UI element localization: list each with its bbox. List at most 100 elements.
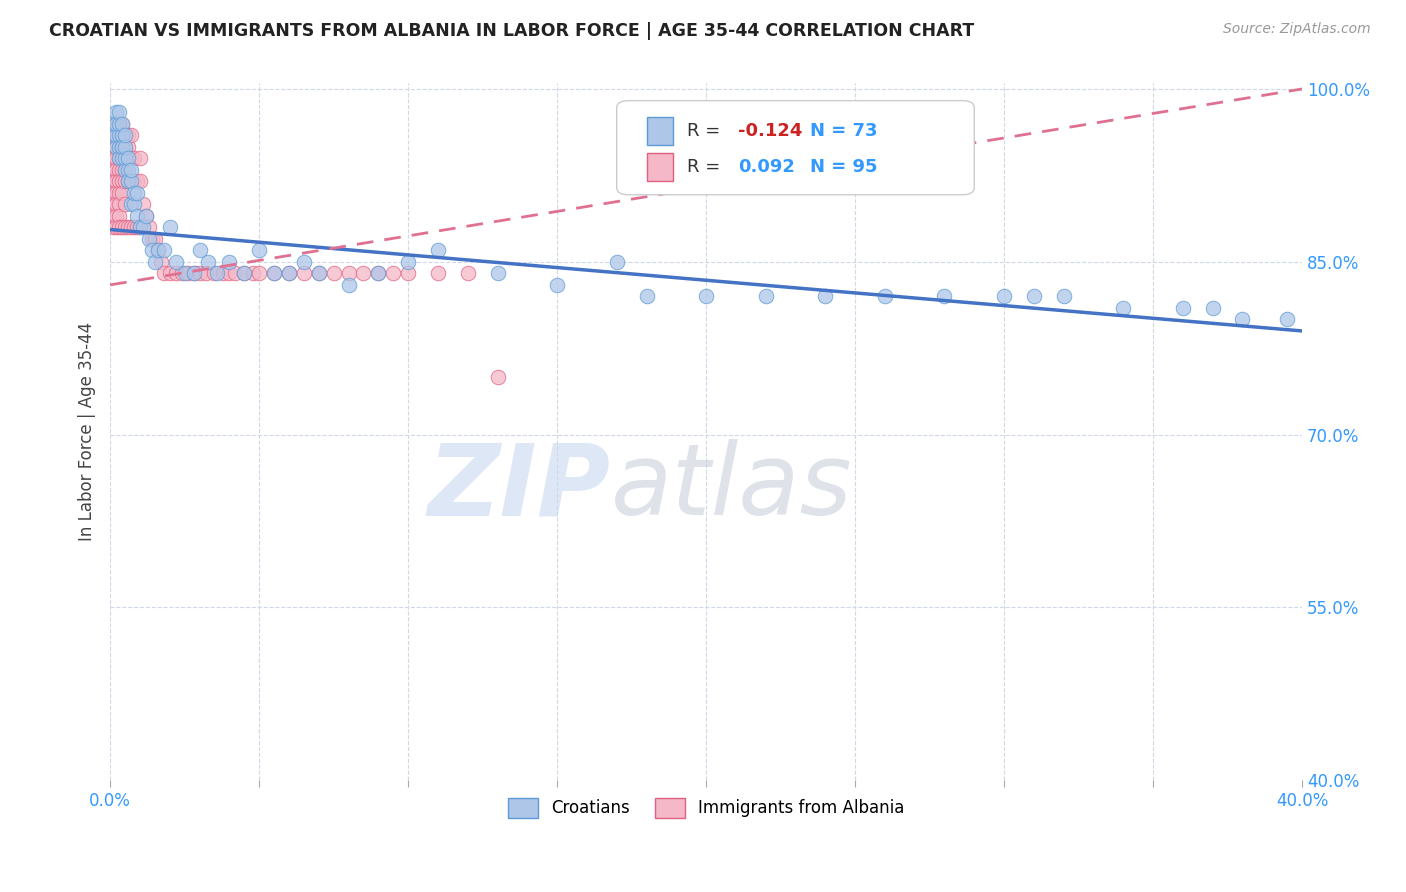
Point (108, 105, 131, 120)
Point (111, 151, 134, 165)
Point (114, 128, 136, 142)
Legend: Croatians, Immigrants from Albania: Croatians, Immigrants from Albania (501, 792, 911, 824)
Point (278, 266, 301, 280)
Point (108, 220, 131, 235)
Point (396, 266, 419, 280)
Point (1171, 301, 1194, 315)
Point (934, 289, 956, 303)
Point (204, 266, 226, 280)
Point (152, 244, 174, 258)
Point (337, 277, 360, 292)
Point (233, 266, 256, 280)
Point (105, 117, 128, 131)
Point (117, 220, 139, 235)
Point (212, 266, 235, 280)
Text: N = 73: N = 73 (810, 121, 877, 140)
Point (197, 255, 219, 269)
Point (352, 266, 374, 280)
Point (152, 266, 174, 280)
Point (101, 117, 124, 131)
FancyBboxPatch shape (617, 101, 974, 194)
Point (1112, 301, 1135, 315)
Point (105, 128, 128, 142)
Point (183, 266, 205, 280)
Point (247, 266, 270, 280)
Point (292, 266, 315, 280)
Point (105, 220, 128, 235)
Point (111, 139, 134, 153)
Point (159, 220, 181, 235)
Point (122, 197, 145, 211)
Point (120, 151, 142, 165)
Point (426, 244, 449, 258)
Point (117, 162, 139, 177)
Point (125, 220, 148, 235)
Point (122, 220, 145, 235)
Point (105, 197, 128, 211)
Point (1053, 289, 1076, 303)
Point (125, 209, 148, 223)
Point (546, 277, 568, 292)
Point (108, 197, 131, 211)
Point (183, 266, 205, 280)
Point (224, 266, 246, 280)
Point (165, 255, 187, 269)
Point (1232, 312, 1254, 326)
Point (242, 266, 264, 280)
Point (117, 151, 139, 165)
Point (218, 255, 240, 269)
Point (396, 255, 419, 269)
Point (218, 266, 240, 280)
Point (129, 220, 152, 235)
Point (101, 174, 124, 188)
Point (382, 266, 405, 280)
Text: -0.124: -0.124 (738, 121, 803, 140)
Point (132, 220, 155, 235)
Point (247, 244, 270, 258)
Point (149, 255, 172, 269)
Point (105, 151, 128, 165)
Point (263, 266, 285, 280)
Point (457, 266, 479, 280)
Point (207, 266, 229, 280)
Point (122, 186, 145, 200)
Point (111, 117, 134, 131)
Point (486, 370, 509, 384)
Point (101, 197, 124, 211)
Point (101, 128, 124, 142)
Bar (647, 153, 672, 181)
Point (141, 232, 163, 246)
Point (105, 186, 128, 200)
Point (105, 117, 128, 131)
Point (135, 209, 157, 223)
Point (292, 255, 315, 269)
Point (141, 244, 163, 258)
Point (695, 289, 717, 303)
Point (170, 266, 193, 280)
Point (108, 174, 131, 188)
Point (105, 139, 128, 153)
Point (111, 139, 134, 153)
Point (108, 139, 131, 153)
Point (120, 174, 142, 188)
Point (114, 197, 136, 211)
Point (173, 266, 195, 280)
Point (114, 151, 136, 165)
Point (278, 266, 301, 280)
Point (143, 232, 166, 246)
Text: ZIP: ZIP (427, 439, 610, 536)
Text: CROATIAN VS IMMIGRANTS FROM ALBANIA IN LABOR FORCE | AGE 35-44 CORRELATION CHART: CROATIAN VS IMMIGRANTS FROM ALBANIA IN L… (49, 22, 974, 40)
Point (101, 139, 124, 153)
Point (105, 128, 128, 142)
Point (108, 139, 131, 153)
Point (111, 128, 134, 142)
Point (426, 266, 449, 280)
Point (111, 186, 134, 200)
Point (108, 128, 131, 142)
Point (188, 244, 211, 258)
Point (194, 266, 217, 280)
Point (1275, 312, 1298, 326)
Point (108, 117, 131, 131)
Point (117, 174, 139, 188)
Point (263, 266, 285, 280)
